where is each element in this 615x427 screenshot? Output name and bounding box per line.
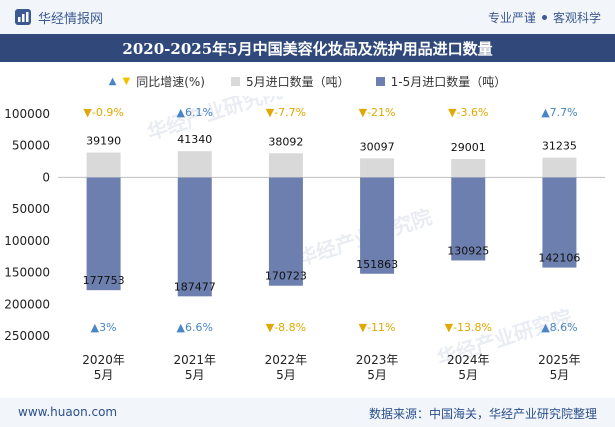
data-label-series1: 29001 xyxy=(451,141,486,154)
y-tick-label: 50000 xyxy=(12,202,50,216)
growth-label-monthly: ▼-3.6% xyxy=(448,106,488,119)
legend: ▲ ▼ 同比增速(%) 5月进口数量（吨） 1-5月进口数量（吨） xyxy=(0,70,615,92)
bar-series1 xyxy=(542,157,577,178)
bar-series2 xyxy=(542,177,577,268)
y-tick-label: 100000 xyxy=(4,234,50,248)
x-tick-label: 5月 xyxy=(458,368,478,382)
bar-series1 xyxy=(360,158,395,178)
data-label-series2: 187477 xyxy=(174,280,216,293)
bar-series2 xyxy=(177,177,212,297)
slogan: 专业严谨 客观科学 xyxy=(488,8,601,26)
x-tick-label: 5月 xyxy=(185,368,205,382)
x-tick-label: 2024年 xyxy=(447,353,490,367)
x-tick-label: 5月 xyxy=(550,368,570,382)
x-tick-label: 2020年 xyxy=(82,353,125,367)
growth-label-monthly: ▼-0.9% xyxy=(83,106,123,119)
y-tick-label: 250000 xyxy=(4,329,50,343)
triangle-down-icon: ▼ xyxy=(122,75,131,87)
bar-series1 xyxy=(177,151,212,178)
footer-source: 数据来源：中国海关，华经产业研究院整理 xyxy=(368,407,597,421)
growth-label-ytd: ▲3% xyxy=(91,321,117,334)
bar-series2 xyxy=(86,177,121,291)
bar-chart: 华经产业研究院华经产业研究院华经产业研究院1000005000005000010… xyxy=(4,96,605,382)
x-tick-label: 5月 xyxy=(367,368,387,382)
y-tick-label: 50000 xyxy=(12,139,50,153)
slogan-right: 客观科学 xyxy=(552,10,601,25)
bar-series1 xyxy=(451,159,486,178)
y-tick-label: 0 xyxy=(42,170,50,184)
growth-label-monthly: ▼-21% xyxy=(359,106,396,119)
triangle-up-icon: ▲ xyxy=(108,75,117,87)
bar-series2 xyxy=(268,177,303,286)
legend-growth: ▲ ▼ 同比增速(%) xyxy=(109,73,205,90)
growth-label-monthly: ▲6.1% xyxy=(177,106,213,119)
data-label-series2: 130925 xyxy=(447,244,489,257)
growth-label-ytd: ▲8.6% xyxy=(541,321,577,334)
brand-logo-icon xyxy=(15,9,31,25)
growth-label-ytd: ▲6.6% xyxy=(177,321,213,334)
top-bar: 华经情报网 专业严谨 客观科学 xyxy=(0,0,615,34)
legend-series1-swatch xyxy=(230,76,240,86)
x-tick-label: 5月 xyxy=(276,368,296,382)
legend-growth-label: 同比增速(%) xyxy=(136,74,205,89)
bar-series1 xyxy=(86,152,121,178)
y-tick-label: 150000 xyxy=(4,266,50,280)
data-label-series1: 30097 xyxy=(360,140,395,153)
bar-series2 xyxy=(360,177,395,274)
x-tick-label: 2025年 xyxy=(538,353,581,367)
legend-series2-swatch xyxy=(375,76,385,86)
slogan-dot-icon xyxy=(541,14,547,20)
data-label-series1: 38092 xyxy=(268,135,303,148)
chart-title: 2020-2025年5月中国美容化妆品及洗护用品进口数量 xyxy=(0,34,615,62)
data-label-series2: 170723 xyxy=(265,270,307,283)
data-label-series1: 31235 xyxy=(542,140,577,153)
data-label-series2: 177753 xyxy=(83,274,125,287)
y-tick-label: 200000 xyxy=(4,297,50,311)
growth-label-monthly: ▼-7.7% xyxy=(266,106,306,119)
brand: 华经情报网 xyxy=(14,8,104,27)
growth-label-ytd: ▼-13.8% xyxy=(445,321,492,334)
watermark-text: 华经产业研究院 xyxy=(144,96,285,145)
footer-website: www.huaon.com xyxy=(18,405,118,419)
brand-name: 华经情报网 xyxy=(38,11,104,27)
data-label-series1: 41340 xyxy=(177,133,212,146)
bar-series1 xyxy=(268,153,303,178)
legend-series1-label: 5月进口数量（吨） xyxy=(245,74,350,89)
legend-series2: 1-5月进口数量（吨） xyxy=(375,73,507,90)
growth-label-ytd: ▼-11% xyxy=(359,321,396,334)
data-label-series2: 142106 xyxy=(538,252,580,265)
legend-series1: 5月进口数量（吨） xyxy=(230,73,350,90)
bar-series2 xyxy=(451,177,486,261)
x-tick-label: 5月 xyxy=(94,368,114,382)
y-tick-label: 100000 xyxy=(4,107,50,121)
slogan-left: 专业严谨 xyxy=(487,10,536,25)
growth-label-ytd: ▼-8.8% xyxy=(266,321,306,334)
growth-label-monthly: ▲7.7% xyxy=(541,106,577,119)
x-tick-label: 2021年 xyxy=(173,353,216,367)
x-tick-label: 2023年 xyxy=(356,353,399,367)
data-label-series2: 151863 xyxy=(356,258,398,271)
data-label-series1: 39190 xyxy=(86,135,121,148)
legend-series2-label: 1-5月进口数量（吨） xyxy=(390,74,507,89)
footer: www.huaon.com 数据来源：中国海关，华经产业研究院整理 xyxy=(0,398,615,427)
x-tick-label: 2022年 xyxy=(265,353,308,367)
